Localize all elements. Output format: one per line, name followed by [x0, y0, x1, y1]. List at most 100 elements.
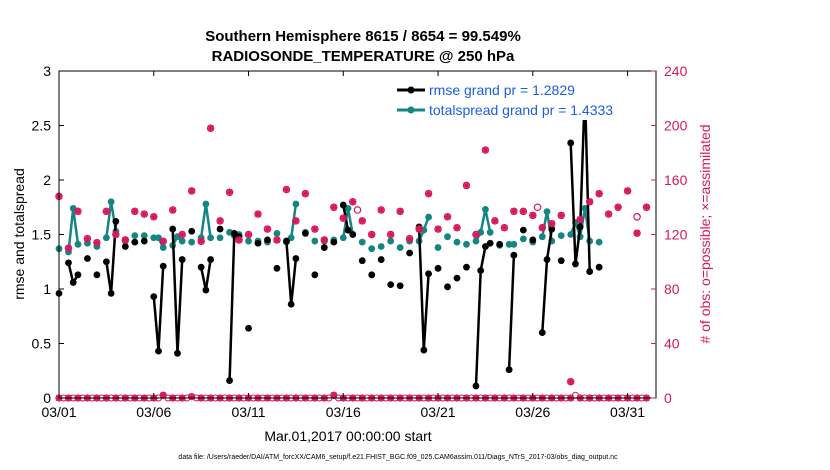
obs-assimilated-mark-stroke [510, 208, 518, 215]
chart-title: Southern Hemisphere 8615 / 8654 = 99.549… [205, 28, 521, 45]
obs-assimilated-mark-stroke [529, 212, 537, 219]
obs-assimilated-mark [453, 224, 461, 232]
obs-possible-mark [235, 236, 243, 244]
obs-assimilated-mark [254, 210, 262, 218]
obs-assimilated-mark [519, 207, 527, 215]
rmse-point [434, 264, 442, 272]
obs-assimilated-mark [349, 198, 357, 206]
rmse-point [496, 240, 504, 248]
obs-assimilated-mark-stroke [472, 231, 480, 238]
rmse-point [505, 366, 513, 374]
y-tick-label: 1.5 [32, 227, 52, 243]
spread-point [567, 231, 575, 238]
obs-assimilated-mark [140, 210, 148, 218]
spread-point [131, 232, 139, 239]
spread-point [311, 237, 319, 245]
obs-assimilated-mark-stroke [425, 190, 432, 197]
obs-assimilated-mark [330, 203, 338, 211]
rmse-point [396, 282, 404, 290]
rmse-point [107, 289, 115, 297]
obs-possible-mark [121, 236, 130, 244]
obs-possible-mark [330, 203, 338, 211]
y2-tick-label: 80 [664, 281, 680, 297]
rmse-line-segment [541, 228, 554, 333]
obs-assimilated-mark [538, 224, 546, 232]
obs-possible-mark [339, 214, 347, 222]
spread-point [510, 240, 518, 248]
obs-assimilated-mark-stroke [358, 217, 366, 225]
obs-assimilated-mark-stroke [84, 235, 91, 242]
obs-assimilated-mark-stroke [112, 231, 120, 238]
spread-point [538, 233, 546, 241]
obs-possible-mark [150, 213, 158, 221]
obs-assimilated-mark-stroke [254, 210, 262, 218]
obs-assimilated-mark [159, 237, 167, 245]
y2-tick-label: 120 [664, 227, 688, 243]
obs-assimilated-mark [64, 244, 73, 252]
obs-possible-mark [567, 377, 575, 386]
obs-assimilated-mark [207, 124, 215, 132]
rmse-point [150, 293, 158, 301]
y-axis-label: rmse and totalspread [11, 168, 27, 300]
spread-point [444, 233, 451, 241]
rmse-point [548, 225, 556, 233]
obs-assimilated-mark [567, 378, 575, 386]
obs-assimilated-mark-stroke [169, 206, 176, 214]
x-tick-label: 03/06 [136, 404, 171, 420]
obs-assimilated-mark-stroke [614, 203, 622, 211]
obs-possible-mark [491, 217, 499, 225]
rmse-point [519, 226, 527, 234]
obs-assimilated-mark [605, 210, 613, 218]
rmse-line-segment [171, 228, 184, 355]
obs-possible-mark [576, 215, 584, 224]
rmse-point [226, 377, 233, 384]
obs-assimilated-mark-stroke [283, 186, 290, 193]
spread-point [519, 235, 527, 243]
obs-assimilated-mark [406, 234, 414, 243]
x-tick-label: 03/31 [610, 404, 645, 420]
spread-point [472, 237, 480, 245]
obs-possible-mark [472, 230, 480, 239]
obs-assimilated-mark [481, 146, 490, 154]
rmse-point [444, 283, 451, 291]
spread-point [368, 245, 376, 253]
spread-point [377, 243, 385, 250]
rmse-point [264, 236, 271, 244]
obs-assimilated-mark [244, 230, 253, 239]
rmse-point [121, 243, 129, 250]
rmse-point [102, 258, 110, 266]
rmse-line-segment [228, 232, 240, 381]
obs-assimilated-mark-stroke [74, 208, 82, 215]
rmse-point [202, 286, 210, 294]
rmse-point [543, 256, 551, 263]
obs-zero-possible-mark [188, 393, 196, 401]
rmse-point [169, 225, 177, 233]
rmse-point [174, 349, 181, 357]
obs-assimilated-mark [178, 230, 186, 239]
rmse-point [207, 256, 215, 263]
chart-subtitle: RADIOSONDE_TEMPERATURE @ 250 hPa [212, 48, 515, 65]
obs-assimilated-mark [586, 198, 594, 206]
rmse-point [425, 270, 432, 278]
spread-point [453, 238, 461, 246]
obs-assimilated-mark [576, 215, 584, 224]
legend: rmse grand pr = 1.2829 totalspread grand… [392, 82, 648, 120]
rmse-point [557, 257, 565, 265]
obs-possible-mark [519, 207, 528, 216]
obs-assimilated-mark-stroke [501, 224, 508, 231]
rmse-line-segment [152, 266, 165, 353]
obs-possible-mark [642, 203, 651, 211]
obs-assimilated-mark-stroke [415, 225, 423, 233]
obs-assimilated-mark-stroke [491, 217, 499, 225]
obs-assimilated-mark-stroke [633, 229, 641, 237]
x-axis-label: Mar.01,2017 00:00:00 start [264, 428, 431, 444]
obs-assimilated-mark-stroke [595, 190, 603, 197]
spread-point [102, 234, 110, 242]
obs-possible-mark [377, 206, 385, 214]
spread-point [339, 234, 347, 242]
obs-assimilated-mark [339, 214, 347, 222]
obs-assimilated-mark-stroke [567, 378, 574, 385]
obs-assimilated-mark [434, 225, 442, 233]
obs-assimilated-mark [93, 239, 101, 247]
